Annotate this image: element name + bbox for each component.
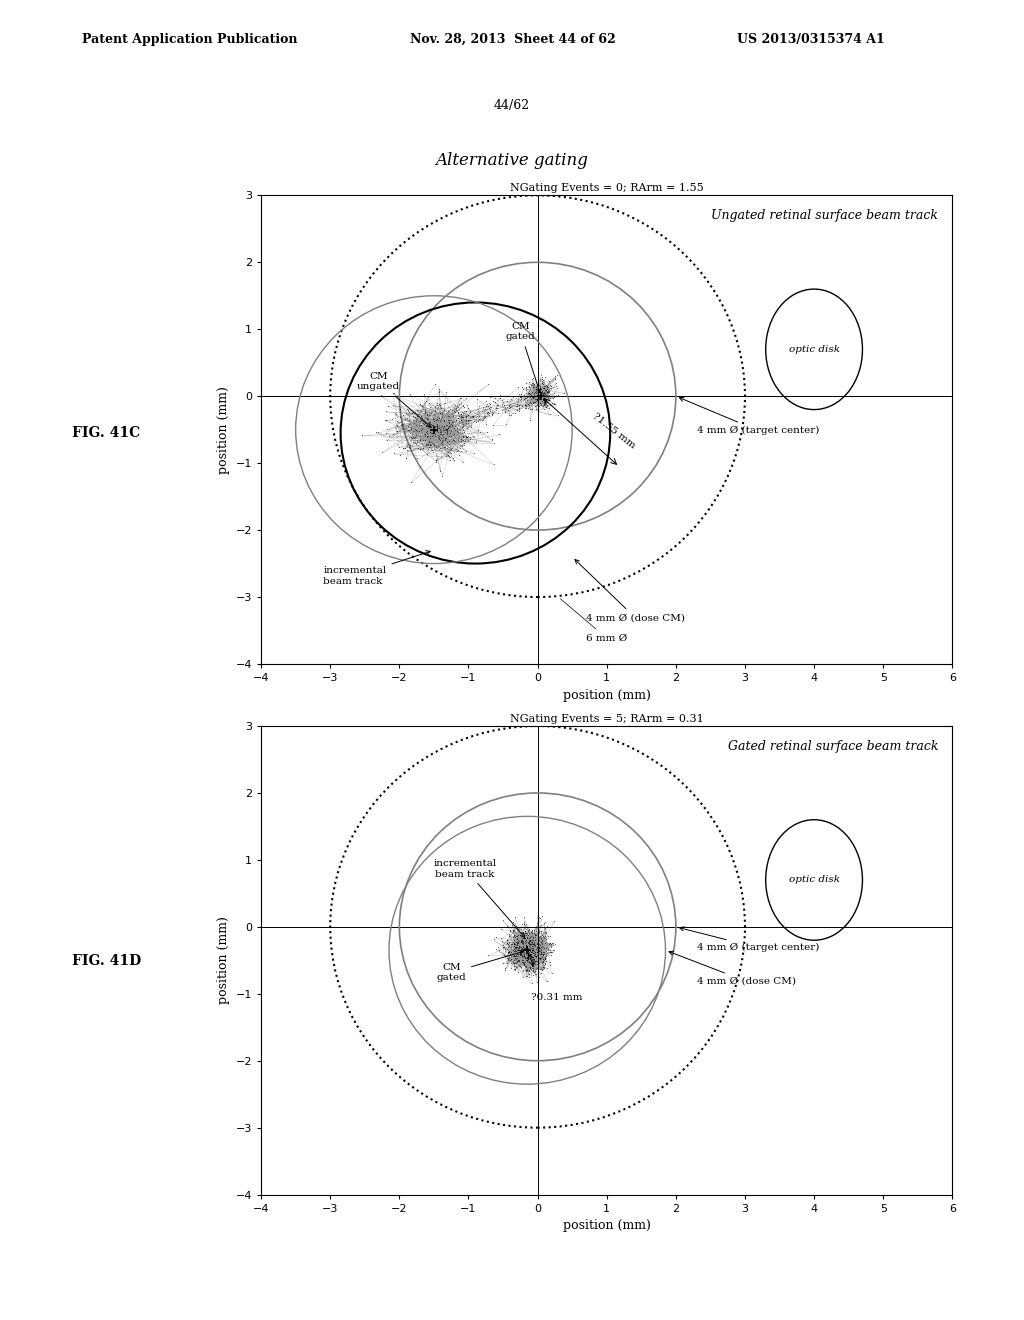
Title: NGating Events = 0; RArm = 1.55: NGating Events = 0; RArm = 1.55	[510, 183, 703, 193]
Text: CM
gated: CM gated	[506, 322, 541, 392]
Text: ?0.31 mm: ?0.31 mm	[530, 994, 583, 1002]
Y-axis label: position (mm): position (mm)	[217, 916, 230, 1005]
Text: 4 mm Ø (target center): 4 mm Ø (target center)	[679, 397, 819, 436]
Text: 4 mm Ø (dose CM): 4 mm Ø (dose CM)	[669, 952, 796, 986]
Text: Nov. 28, 2013  Sheet 44 of 62: Nov. 28, 2013 Sheet 44 of 62	[410, 33, 615, 46]
X-axis label: position (mm): position (mm)	[563, 689, 650, 701]
Text: CM
ungated: CM ungated	[357, 372, 431, 428]
Text: incremental
beam track: incremental beam track	[324, 550, 430, 586]
Text: 4 mm Ø (dose CM): 4 mm Ø (dose CM)	[574, 560, 685, 623]
Title: NGating Events = 5; RArm = 0.31: NGating Events = 5; RArm = 0.31	[510, 714, 703, 723]
Text: ?1.55 mm: ?1.55 mm	[591, 412, 637, 450]
Text: 4 mm Ø (target center): 4 mm Ø (target center)	[680, 927, 819, 952]
Text: Ungated retinal surface beam track: Ungated retinal surface beam track	[712, 210, 938, 222]
Y-axis label: position (mm): position (mm)	[217, 385, 230, 474]
Text: CM
gated: CM gated	[436, 950, 523, 982]
Text: optic disk: optic disk	[788, 875, 840, 884]
Text: Alternative gating: Alternative gating	[435, 152, 589, 169]
Text: US 2013/0315374 A1: US 2013/0315374 A1	[737, 33, 885, 46]
Text: Patent Application Publication: Patent Application Publication	[82, 33, 297, 46]
X-axis label: position (mm): position (mm)	[563, 1220, 650, 1232]
Text: incremental
beam track: incremental beam track	[433, 859, 524, 937]
Text: Gated retinal surface beam track: Gated retinal surface beam track	[728, 741, 938, 752]
Text: FIG. 41D: FIG. 41D	[72, 954, 141, 968]
Text: optic disk: optic disk	[788, 345, 840, 354]
Text: 44/62: 44/62	[494, 99, 530, 112]
Text: 6 mm Ø: 6 mm Ø	[560, 599, 628, 643]
Text: FIG. 41C: FIG. 41C	[72, 426, 140, 440]
